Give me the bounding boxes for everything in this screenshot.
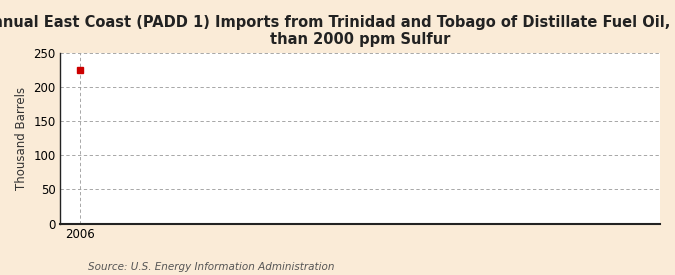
Y-axis label: Thousand Barrels: Thousand Barrels: [15, 87, 28, 190]
Title: Annual East Coast (PADD 1) Imports from Trinidad and Tobago of Distillate Fuel O: Annual East Coast (PADD 1) Imports from …: [0, 15, 675, 47]
Text: Source: U.S. Energy Information Administration: Source: U.S. Energy Information Administ…: [88, 262, 334, 272]
